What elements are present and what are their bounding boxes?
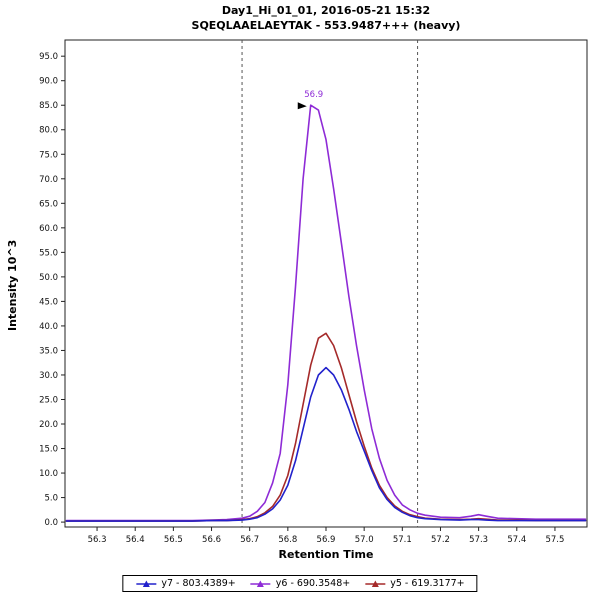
y-tick-label: 50.0: [39, 273, 58, 283]
y-tick-label: 75.0: [39, 150, 58, 160]
y-tick-label: 25.0: [39, 395, 58, 405]
legend-item-y5: y5 - 619.3177+: [364, 578, 465, 589]
series-line-icon: [136, 580, 157, 587]
x-tick-label: 56.6: [202, 535, 221, 545]
chart-title: Day1_Hi_01_01, 2016-05-21 15:32: [221, 4, 431, 17]
y-tick-label: 35.0: [39, 346, 58, 356]
legend-label: y5 - 619.3177+: [390, 578, 465, 589]
y-tick-label: 60.0: [39, 224, 58, 234]
y-tick-label: 40.0: [39, 322, 58, 332]
y-tick-label: 55.0: [39, 248, 58, 258]
x-tick-label: 56.4: [126, 535, 145, 545]
plot-border: [64, 39, 588, 528]
y-tick-label: 65.0: [39, 199, 58, 209]
peak-rt-annotation: 56.9: [304, 90, 323, 100]
x-tick-label: 56.9: [317, 535, 336, 545]
chart-subtitle: SQEQLAAELAEYTAK - 553.9487+++ (heavy): [191, 19, 461, 32]
y-tick-label: 30.0: [39, 371, 58, 381]
series-line-icon: [250, 580, 271, 587]
x-tick-label: 57.4: [507, 535, 526, 545]
legend: y7 - 803.4389+ y6 - 690.3548+ y5 - 619.3…: [122, 575, 478, 592]
series-line-icon: [365, 580, 386, 587]
legend-item-y6: y6 - 690.3548+: [250, 578, 350, 589]
y-tick-label: 15.0: [39, 445, 58, 455]
x-tick-label: 56.7: [240, 535, 259, 545]
y-tick-label: 80.0: [39, 126, 58, 136]
y-tick-label: 0.0: [44, 518, 58, 528]
y-tick-label: 10.0: [39, 469, 58, 479]
legend-label: y7 - 803.4389+: [161, 578, 236, 589]
legend-item-y7: y7 - 803.4389+: [135, 578, 236, 589]
y-tick-label: 90.0: [39, 77, 58, 87]
x-tick-label: 56.3: [88, 535, 107, 545]
y-tick-label: 85.0: [39, 101, 58, 111]
x-tick-label: 57.0: [355, 535, 374, 545]
x-tick-label: 56.5: [164, 535, 183, 545]
series-path-y5[interactable]: [65, 332, 587, 522]
x-axis-label: Retention Time: [278, 548, 374, 561]
x-tick-label: 57.2: [431, 535, 450, 545]
x-tick-label: 56.8: [278, 535, 297, 545]
legend-label: y6 - 690.3548+: [275, 578, 351, 589]
x-tick-label: 57.3: [469, 535, 488, 545]
y-tick-label: 95.0: [39, 52, 58, 62]
y-tick-label: 45.0: [39, 297, 58, 307]
y-tick-label: 5.0: [44, 494, 58, 504]
y-tick-label: 20.0: [39, 420, 58, 430]
series-path-y7[interactable]: [65, 366, 587, 522]
peak-arrow-icon: [297, 102, 307, 110]
series-path-y6[interactable]: [65, 104, 587, 522]
x-tick-label: 57.1: [393, 535, 412, 545]
x-tick-label: 57.5: [545, 535, 564, 545]
y-tick-label: 70.0: [39, 175, 58, 185]
